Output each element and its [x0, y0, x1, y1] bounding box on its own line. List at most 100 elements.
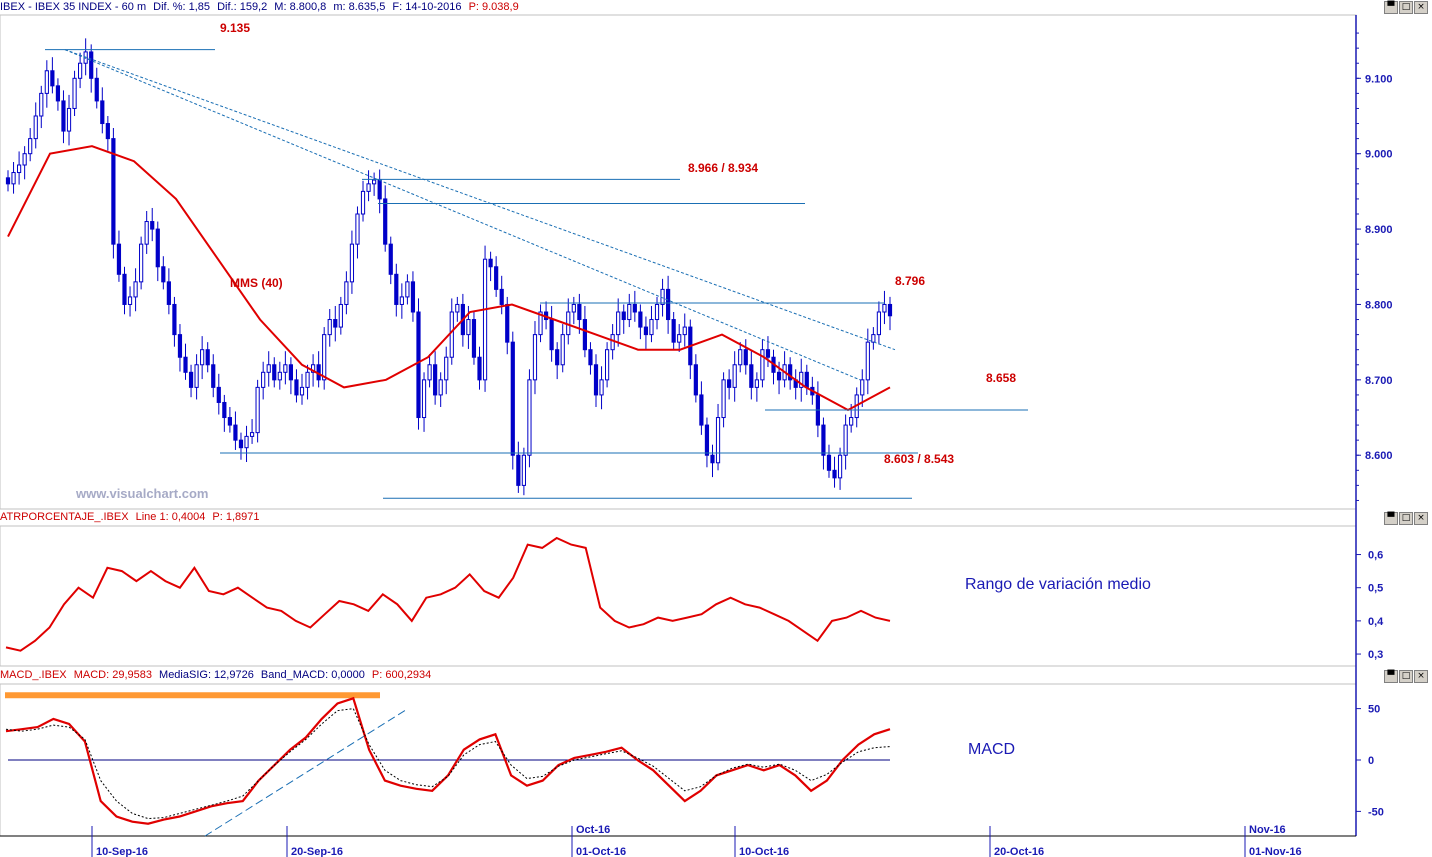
candle-body — [377, 179, 382, 200]
x-tick-label: 20-Oct-16 — [994, 846, 1044, 857]
candle-body — [133, 281, 138, 298]
candle-body — [804, 371, 809, 388]
candle-body — [139, 243, 144, 283]
candle-body — [876, 311, 882, 336]
macd-y-tick-label: 0 — [1368, 755, 1374, 767]
atr-pane-frame — [0, 525, 1357, 667]
candle-body — [44, 70, 49, 94]
candle-body — [494, 266, 499, 290]
x-tick-label: 20-Sep-16 — [291, 846, 343, 857]
atr-title: Rango de variación medio — [965, 576, 1151, 593]
close-button[interactable]: × — [1414, 512, 1428, 525]
candle-body — [616, 311, 621, 336]
ma-40-line — [7, 145, 891, 412]
candle-body — [643, 326, 649, 336]
candle-body — [521, 454, 526, 486]
x-tick-label: 01-Oct-16 — [576, 846, 626, 857]
maximize-button[interactable]: □ — [1399, 1, 1413, 14]
candle-body — [100, 100, 105, 125]
atr-y-tick-label: 0,5 — [1368, 583, 1383, 595]
candle-body — [604, 349, 610, 381]
candle-body — [211, 364, 216, 388]
candle-body — [89, 51, 94, 79]
annotation-high: 9.135 — [220, 21, 251, 35]
candle-body — [449, 311, 454, 358]
main-window-controls: ▀ □ × — [1384, 1, 1428, 14]
macd-title: MACD — [968, 741, 1016, 758]
candle-body — [16, 164, 22, 174]
minimize-button[interactable]: ▀ — [1384, 512, 1398, 525]
candle-body — [338, 303, 343, 328]
candle-body — [532, 334, 538, 381]
candle-body — [699, 394, 704, 426]
candle-body — [327, 319, 332, 336]
trendline-dotted-2 — [64, 49, 861, 381]
annotation-resistance: 8.966 / 8.934 — [688, 161, 759, 175]
candle-body — [727, 379, 732, 388]
candle-body — [549, 319, 554, 351]
candle-body — [887, 303, 893, 317]
candle-body — [261, 371, 266, 388]
candle-body — [161, 266, 166, 283]
candle-body — [516, 454, 521, 486]
main-y-tick-label: 9.000 — [1365, 149, 1393, 161]
candle-body — [721, 379, 726, 419]
candle-body — [111, 138, 116, 245]
main-y-tick-label: 8.800 — [1365, 299, 1393, 311]
candle-body — [571, 303, 576, 313]
atr-name-label: ATRPORCENTAJE_.IBEX — [0, 511, 129, 523]
maximize-button[interactable]: □ — [1399, 512, 1413, 525]
max-label: M: 8.800,8 — [274, 1, 327, 13]
candle-body — [166, 281, 171, 305]
candle-body — [671, 319, 676, 343]
maximize-button[interactable]: □ — [1399, 670, 1413, 683]
candle-body — [283, 364, 288, 373]
candle-body — [322, 334, 327, 381]
candle-body — [200, 349, 205, 366]
candle-body — [499, 288, 504, 305]
macd-trendline — [204, 708, 409, 837]
candle-body — [760, 349, 765, 381]
candle-body — [732, 364, 737, 388]
candle-body — [832, 469, 837, 479]
minimize-button[interactable]: ▀ — [1384, 670, 1398, 683]
minimize-button[interactable]: ▀ — [1384, 1, 1398, 14]
candle-body — [649, 319, 654, 336]
band-value-label: Band_MACD: 0,0000 — [260, 669, 365, 681]
candle-body — [788, 364, 793, 381]
candle-body — [216, 386, 221, 403]
x-month-label: Oct-16 — [576, 824, 610, 836]
atr-y-tick-label: 0,3 — [1368, 649, 1383, 661]
candle-body — [150, 221, 155, 230]
main-y-tick-label: 8.700 — [1365, 375, 1393, 387]
candle-body — [704, 424, 710, 456]
close-button[interactable]: × — [1414, 1, 1428, 14]
atr-line — [5, 536, 891, 652]
candle-body — [510, 341, 515, 456]
candle-body — [627, 303, 632, 321]
candle-body — [183, 356, 188, 373]
close-button[interactable]: × — [1414, 670, 1428, 683]
candle-body — [272, 364, 277, 381]
candle-body — [749, 364, 754, 388]
candle-body — [765, 349, 771, 358]
candle-body — [433, 364, 438, 396]
candle-body — [632, 303, 637, 313]
signal-value-label: MediaSIG: 12,9726 — [159, 669, 254, 681]
candle-body — [693, 364, 698, 396]
atr-window-controls: ▀ □ × — [1384, 512, 1428, 525]
x-tick-label: 10-Oct-16 — [739, 846, 789, 857]
candle-body — [61, 100, 66, 132]
candle-body — [438, 379, 443, 396]
x-month-label: Nov-16 — [1249, 824, 1286, 836]
candle-body — [355, 213, 360, 245]
candle-body — [505, 303, 510, 343]
candle-body — [710, 454, 715, 464]
candle-body — [455, 303, 460, 313]
trendline-dotted-1 — [64, 49, 896, 351]
candle-body — [388, 243, 393, 275]
candle-body — [372, 179, 377, 185]
candle-body — [288, 364, 294, 381]
candle-body — [405, 281, 410, 298]
signal-line — [5, 708, 891, 820]
